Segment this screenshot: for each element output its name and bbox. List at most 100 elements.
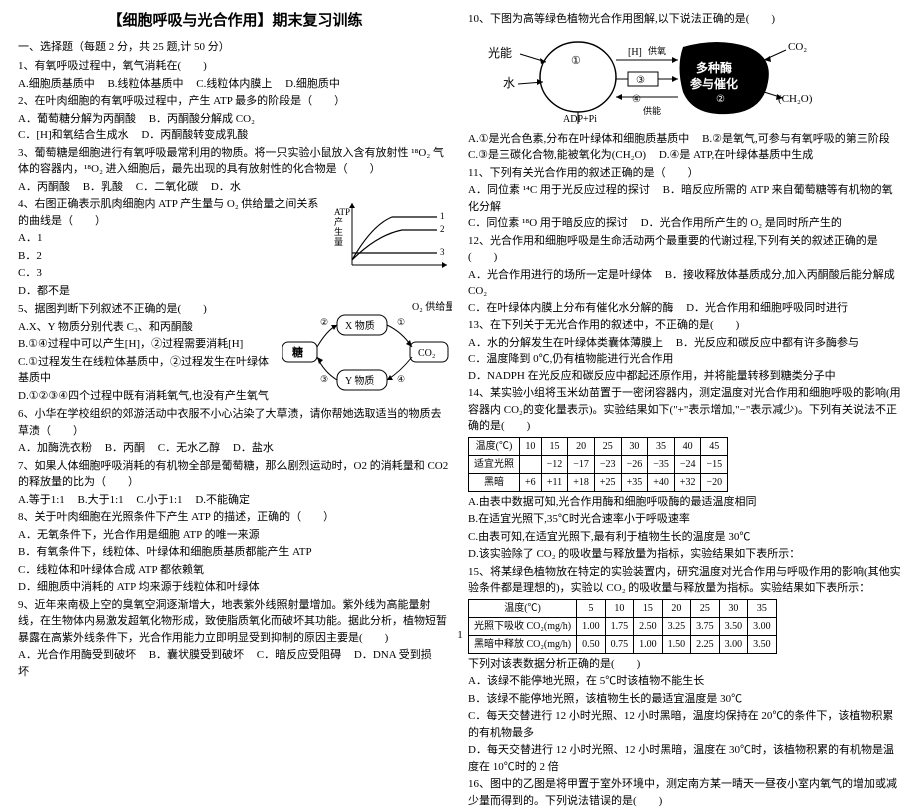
svg-text:生: 生 <box>334 226 343 237</box>
svg-text:水: 水 <box>503 76 515 90</box>
q12-opts: A．光合作用进行的场所一定是叶绿体 B．接收释放体基质成分,加入丙酮酸后能分解成… <box>468 267 902 317</box>
svg-text:供能: 供能 <box>643 105 661 116</box>
q16: 16、图中的乙图是将甲置于室外环境中，测定南方某一晴天一昼夜小室内氧气的增加或减… <box>468 776 902 809</box>
q10-opts: A.①是光合色素,分布在叶绿体和细胞质基质中 B.②是氧气,可参与有氧呼吸的第三… <box>468 131 902 164</box>
q8: 8、关于叶肉细胞在光照条件下产生 ATP 的描述，正确的（ ） <box>18 509 452 526</box>
q13-opts: A．水的分解发生在叶绿体类囊体薄膜上 B．光反应和碳反应中都有许多酶参与 C．温… <box>468 335 902 385</box>
o2-supply-label: O₂ 供给量 <box>412 300 452 313</box>
q8-opt-a: A．无氧条件下，光合作用是细胞 ATP 的唯一来源 <box>18 527 452 544</box>
box-sugar: 糖 <box>292 345 303 359</box>
svg-text:量: 量 <box>334 237 343 247</box>
svg-text:②: ② <box>320 317 328 327</box>
q11-opts: A．同位素 ¹⁴C 用于光反应过程的探讨 B．暗反应所需的 ATP 来自葡萄糖等… <box>468 182 902 232</box>
q14: 14、某实验小组将玉米幼苗置于一密闭容器内，测定温度对光合作用和细胞呼吸的影响(… <box>468 385 902 435</box>
q11-opt-d: D．光合作用所产生的 O₂ 是同时所产生的 <box>641 217 842 229</box>
q4-opt-b: B．2 <box>18 248 326 265</box>
q10-opt-b: B.②是氧气,可参与有氧呼吸的第三阶段 <box>702 133 890 145</box>
q12-opt-c: C．在叶绿体内膜上分布有催化水分解的酶 <box>468 302 673 314</box>
svg-text:光能: 光能 <box>488 46 512 60</box>
q3-opt-b: B．乳酸 <box>83 181 123 193</box>
q11-opt-a: A．同位素 ¹⁴C 用于光反应过程的探讨 <box>468 184 650 196</box>
q5-b: B.①④过程中可以产生[H]，②过程需要消耗[H] <box>18 336 276 353</box>
q13-opt-c: C．温度降到 0℃,仍有植物能进行光合作用 <box>468 353 673 365</box>
table-row: 适宜光照−12−17−23−26−35−24−15 <box>469 455 728 473</box>
curve-3: 3 <box>440 247 445 257</box>
svg-text:供氧: 供氧 <box>648 45 666 56</box>
q5-wrap: 5、据图判断下列叙述不正确的是( ) A.X、Y 物质分别代表 C₃、和丙酮酸 … <box>18 300 452 405</box>
q7-opts: A.等于1:1 B.大于1:1 C.小于1:1 D.不能确定 <box>18 492 452 509</box>
q3-opt-d: D．水 <box>211 181 241 193</box>
q6-opt-b: B．丙酮 <box>105 442 145 454</box>
table-row: 温度(℃)1015202530354045 <box>469 437 728 455</box>
doc-title: 【细胞呼吸与光合作用】期末复习训练 <box>18 10 452 33</box>
right-column: 10、下图为高等绿色植物光合作用图解,以下说法正确的是( ) 光能 水 ① [H… <box>468 10 902 639</box>
atp-graph: 1 2 3 ATP 产 生 量 <box>332 195 452 275</box>
q9-opt-b: B．囊状膜受到破坏 <box>149 649 244 661</box>
cycle-diagram: O₂ 供给量 X 物质 糖 CO₂ Y 物质 ② ① ③ ④ <box>282 300 452 400</box>
svg-text:④: ④ <box>632 94 641 105</box>
svg-text:①: ① <box>571 55 581 67</box>
q4-opt-d: D．都不是 <box>18 283 326 300</box>
svg-text:②: ② <box>716 94 725 105</box>
q7-opt-c: C.小于1:1 <box>136 494 182 506</box>
svg-text:CO₂: CO₂ <box>788 41 807 53</box>
q15: 15、将某绿色植物放在特定的实验装置内，研究温度对光合作用与呼吸作用的影响(其他… <box>468 564 902 597</box>
q10: 10、下图为高等绿色植物光合作用图解,以下说法正确的是( ) <box>468 11 902 28</box>
q7: 7、如果人体细胞呼吸消耗的有机物全部是葡萄糖，那么剧烈运动时，O2 的消耗量和 … <box>18 458 452 491</box>
q13-opt-b: B．光反应和碳反应中都有许多酶参与 <box>676 337 859 349</box>
q1-opt-a: A.细胞质基质中 <box>18 78 95 90</box>
q9-opt-a: A．光合作用酶受到破坏 <box>18 649 136 661</box>
q1-stem: 1、有氧呼吸过程中，氧气消耗在( <box>18 60 181 72</box>
q8-opt-d: D．细胞质中消耗的 ATP 均来源于线粒体和叶绿体 <box>18 579 452 596</box>
q9: 9、近年来南极上空的臭氧空洞逐渐增大，地表紫外线照射量增加。紫外线为高能量射线，… <box>18 597 452 647</box>
q6-opt-c: C．无水乙醇 <box>158 442 220 454</box>
q15-opt-c: C．每天交替进行 12 小时光照、12 小时黑暗，温度均保持在 20℃的条件下，… <box>468 708 902 741</box>
q3-opt-a: A．丙酮酸 <box>18 181 70 193</box>
q12-opt-d: D．光合作用和细胞呼吸同时进行 <box>686 302 848 314</box>
q14-opt-b: B.在适宜光照下,35℃时光合速率小于呼吸速率 <box>468 511 902 528</box>
q1-opts: A.细胞质基质中 B.线粒体基质中 C.线粒体内膜上 D.细胞质中 <box>18 76 452 93</box>
q15-text: 下列对该表数据分析正确的是( ) <box>468 656 902 673</box>
q8-opt-c: C．线粒体和叶绿体合成 ATP 都依赖氧 <box>18 562 452 579</box>
table-row: 黑暗+6+11+18+25+35+40+32−20 <box>469 473 728 491</box>
q14-opt-c: C.由表可知,在适宜光照下,最有利于植物生长的温度是 30℃ <box>468 529 902 546</box>
q4: 4、右图正确表示肌肉细胞内 ATP 产生量与 O₂ 供给量之间关系的曲线是（ ） <box>18 196 326 229</box>
q6-opt-d: D．盐水 <box>233 442 274 454</box>
q13: 13、在下列关于无光合作用的叙述中，不正确的是( ) <box>468 317 902 334</box>
svg-text:多种酶: 多种酶 <box>696 60 732 75</box>
q3: 3、葡萄糖是细胞进行有氧呼吸最常利用的物质。将一只实验小鼠放入含有放射性 ¹⁸O… <box>18 145 452 178</box>
curve-1: 1 <box>440 211 445 221</box>
box-x: X 物质 <box>345 319 375 332</box>
q6-opt-a: A．加酶洗衣粉 <box>18 442 92 454</box>
svg-text:④: ④ <box>397 374 405 384</box>
table-14: 温度(℃)1015202530354045 适宜光照−12−17−23−26−3… <box>468 437 728 492</box>
section-1-head: 一、选择题（每题 2 分，共 25 题,计 50 分） <box>18 39 452 56</box>
svg-text:③: ③ <box>636 75 645 86</box>
svg-text:产: 产 <box>334 216 343 227</box>
box-y: Y 物质 <box>345 374 374 387</box>
q10-opt-c: C.③是三碳化合物,能被氧化为(CH₂O) <box>468 149 646 161</box>
svg-text:参与催化: 参与催化 <box>690 76 738 91</box>
photosynthesis-diagram: 光能 水 ① [H] 供氧 ③ ④ 供能 ADP+Pi 多种酶 参与催化 <box>468 32 902 127</box>
q1-opt-c: C.线粒体内膜上 <box>196 78 272 90</box>
q2-opt-a: A．葡萄糖分解为丙酮酸 <box>18 113 136 125</box>
q7-opt-d: D.不能确定 <box>195 494 250 506</box>
q2-opt-d: D．丙酮酸转变成乳酸 <box>141 129 248 141</box>
q1-opt-d: D.细胞质中 <box>285 78 340 90</box>
q6: 6、小华在学校组织的郊游活动中衣服不小心沾染了大草渍，请你帮她选取适当的物质去草… <box>18 406 452 439</box>
q15-opt-b: B．该绿不能停地光照，该植物生长的最适宜温度是 30℃ <box>468 691 902 708</box>
table-15: 温度(℃)5101520253035 光照下吸收 CO₂(mg/h)1.001.… <box>468 599 777 654</box>
q5-d: D.①②③④四个过程中既有消耗氧气,也没有产生氧气 <box>18 388 276 405</box>
q3-opt-c: C．二氧化碳 <box>136 181 198 193</box>
q12-opt-a: A．光合作用进行的场所一定是叶绿体 <box>468 269 652 281</box>
q10-opt-d: D.④是 ATP,在叶绿体基质中生成 <box>659 149 813 161</box>
q15-opt-d: D．每天交替进行 12 小时光照、12 小时黑暗，温度在 30℃时，该植物积累的… <box>468 742 902 775</box>
q14-opt-a: A.由表中数据可知,光合作用酶和细胞呼吸酶的最适温度相同 <box>468 494 902 511</box>
q15-opt-a: A．该绿不能停地光照，在 5℃时该植物不能生长 <box>468 673 902 690</box>
q7-opt-a: A.等于1:1 <box>18 494 65 506</box>
q13-opt-d: D．NADPH 在光反应和碳反应中都起还原作用，并将能量转移到糖类分子中 <box>468 370 836 382</box>
page-number: 1 <box>457 627 463 644</box>
svg-text:①: ① <box>397 317 405 327</box>
graph-ylabel: ATP <box>334 207 350 217</box>
left-column: 【细胞呼吸与光合作用】期末复习训练 一、选择题（每题 2 分，共 25 题,计 … <box>18 10 452 639</box>
